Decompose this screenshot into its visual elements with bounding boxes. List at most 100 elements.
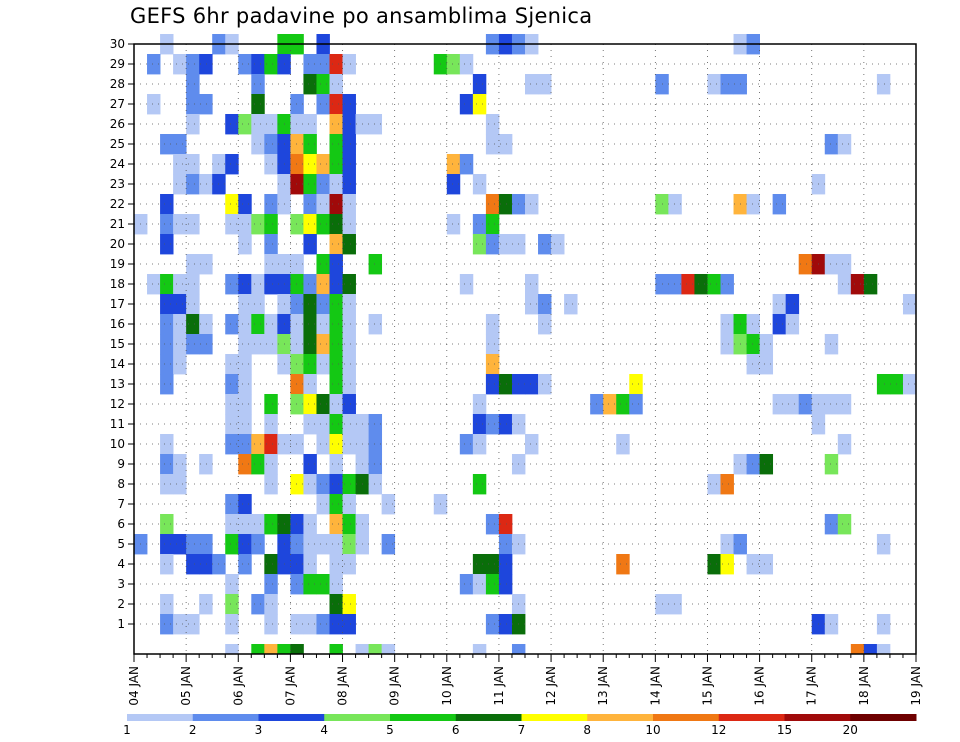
legend-label: 12 xyxy=(711,723,726,737)
y-tick-label: 15 xyxy=(110,337,125,351)
y-tick-label: 1 xyxy=(117,617,125,631)
heatmap-cell xyxy=(160,214,174,235)
heatmap-cell xyxy=(485,554,500,575)
heatmap-cell xyxy=(303,294,317,315)
x-tick-label: 04 JAN xyxy=(127,666,141,706)
heatmap-cell xyxy=(290,474,304,495)
heatmap-cell xyxy=(225,434,239,455)
heatmap-cell xyxy=(485,614,500,635)
y-tick-label: 2 xyxy=(117,597,125,611)
heatmap-cell xyxy=(329,574,343,595)
heatmap-cell xyxy=(303,54,317,75)
heatmap-cell xyxy=(303,414,317,435)
heatmap-cell xyxy=(798,254,813,275)
heatmap-cell xyxy=(225,494,239,515)
heatmap-cell xyxy=(173,454,187,475)
heatmap-cell xyxy=(186,54,200,75)
heatmap-cell xyxy=(342,474,356,495)
heatmap-cell xyxy=(720,474,734,495)
heatmap-cell xyxy=(472,474,487,495)
heatmap-cell xyxy=(264,314,278,335)
x-tick-label: 08 JAN xyxy=(336,666,350,706)
heatmap-cell xyxy=(173,54,187,75)
heatmap-cell xyxy=(251,594,265,615)
heatmap-cell xyxy=(368,414,383,435)
x-tick-label: 18 JAN xyxy=(857,666,871,706)
heatmap-cell xyxy=(863,644,878,655)
heatmap-cell xyxy=(759,454,774,475)
heatmap-cell xyxy=(876,614,891,635)
heatmap-cell xyxy=(772,314,787,335)
heatmap-cell xyxy=(525,274,539,295)
heatmap-cell xyxy=(225,414,239,435)
heatmap-cell xyxy=(824,334,839,355)
y-tick-label: 13 xyxy=(110,377,125,391)
legend-swatch xyxy=(390,714,457,721)
heatmap-cell xyxy=(199,454,213,475)
heatmap-cell xyxy=(485,314,500,335)
heatmap-cell xyxy=(564,294,578,315)
heatmap-cell xyxy=(329,54,343,75)
heatmap-cell xyxy=(694,274,708,295)
y-tick-label: 28 xyxy=(110,77,125,91)
legend-label: 4 xyxy=(320,723,328,737)
heatmap-cell xyxy=(746,314,760,335)
y-tick-label: 10 xyxy=(110,437,125,451)
heatmap-cell xyxy=(342,614,356,635)
heatmap-cell xyxy=(629,394,643,415)
heatmap-cell xyxy=(329,554,343,575)
heatmap-cell xyxy=(525,374,539,395)
y-tick-label: 27 xyxy=(110,97,125,111)
heatmap-cell xyxy=(368,454,383,475)
heatmap-cell xyxy=(290,254,304,275)
legend-label: 5 xyxy=(386,723,394,737)
heatmap-cell xyxy=(251,54,265,75)
heatmap-cell xyxy=(303,114,317,135)
heatmap-cell xyxy=(186,214,200,235)
heatmap-cell xyxy=(459,574,474,595)
heatmap-cell xyxy=(251,214,265,235)
heatmap-cell xyxy=(342,194,356,215)
heatmap-cell xyxy=(824,514,839,535)
heatmap-cell xyxy=(173,174,187,195)
heatmap-cell xyxy=(876,534,891,555)
legend-swatch xyxy=(324,714,391,721)
chart-title: GEFS 6hr padavine po ansamblima Sjenica xyxy=(130,4,593,28)
heatmap-cell xyxy=(290,534,304,555)
heatmap-cell xyxy=(485,574,500,595)
heatmap-cell xyxy=(746,454,760,475)
heatmap-cell xyxy=(290,314,304,335)
heatmap-cell xyxy=(251,314,265,335)
heatmap-cell xyxy=(342,274,356,295)
heatmap-cell xyxy=(186,94,200,115)
heatmap-cell xyxy=(186,554,200,575)
heatmap-cell xyxy=(824,134,839,155)
heatmap-cell xyxy=(290,434,304,455)
legend-label: 15 xyxy=(777,723,792,737)
heatmap-cell xyxy=(329,354,343,375)
heatmap-cell xyxy=(251,644,265,655)
heatmap-cell xyxy=(264,414,278,435)
heatmap-cell xyxy=(498,514,513,535)
heatmap-cell xyxy=(316,494,330,515)
heatmap-cell xyxy=(485,234,500,255)
y-tick-label: 19 xyxy=(110,257,125,271)
heatmap-cell xyxy=(368,474,383,495)
heatmap-cell xyxy=(472,414,487,435)
heatmap-cell xyxy=(316,174,330,195)
heatmap-cell xyxy=(290,274,304,295)
legend-label: 2 xyxy=(189,723,197,737)
y-tick-label: 6 xyxy=(117,517,125,531)
legend-swatch xyxy=(455,714,522,721)
heatmap-cell xyxy=(290,354,304,375)
heatmap-cell xyxy=(342,374,356,395)
heatmap-cell xyxy=(485,514,500,535)
heatmap-cell xyxy=(342,54,356,75)
legend-swatch xyxy=(587,714,654,721)
heatmap-cell xyxy=(225,574,239,595)
heatmap-cell xyxy=(368,434,383,455)
legend-swatch xyxy=(127,714,194,721)
heatmap-cell xyxy=(342,394,356,415)
legend-swatch xyxy=(521,714,588,721)
heatmap-cell xyxy=(759,334,774,355)
